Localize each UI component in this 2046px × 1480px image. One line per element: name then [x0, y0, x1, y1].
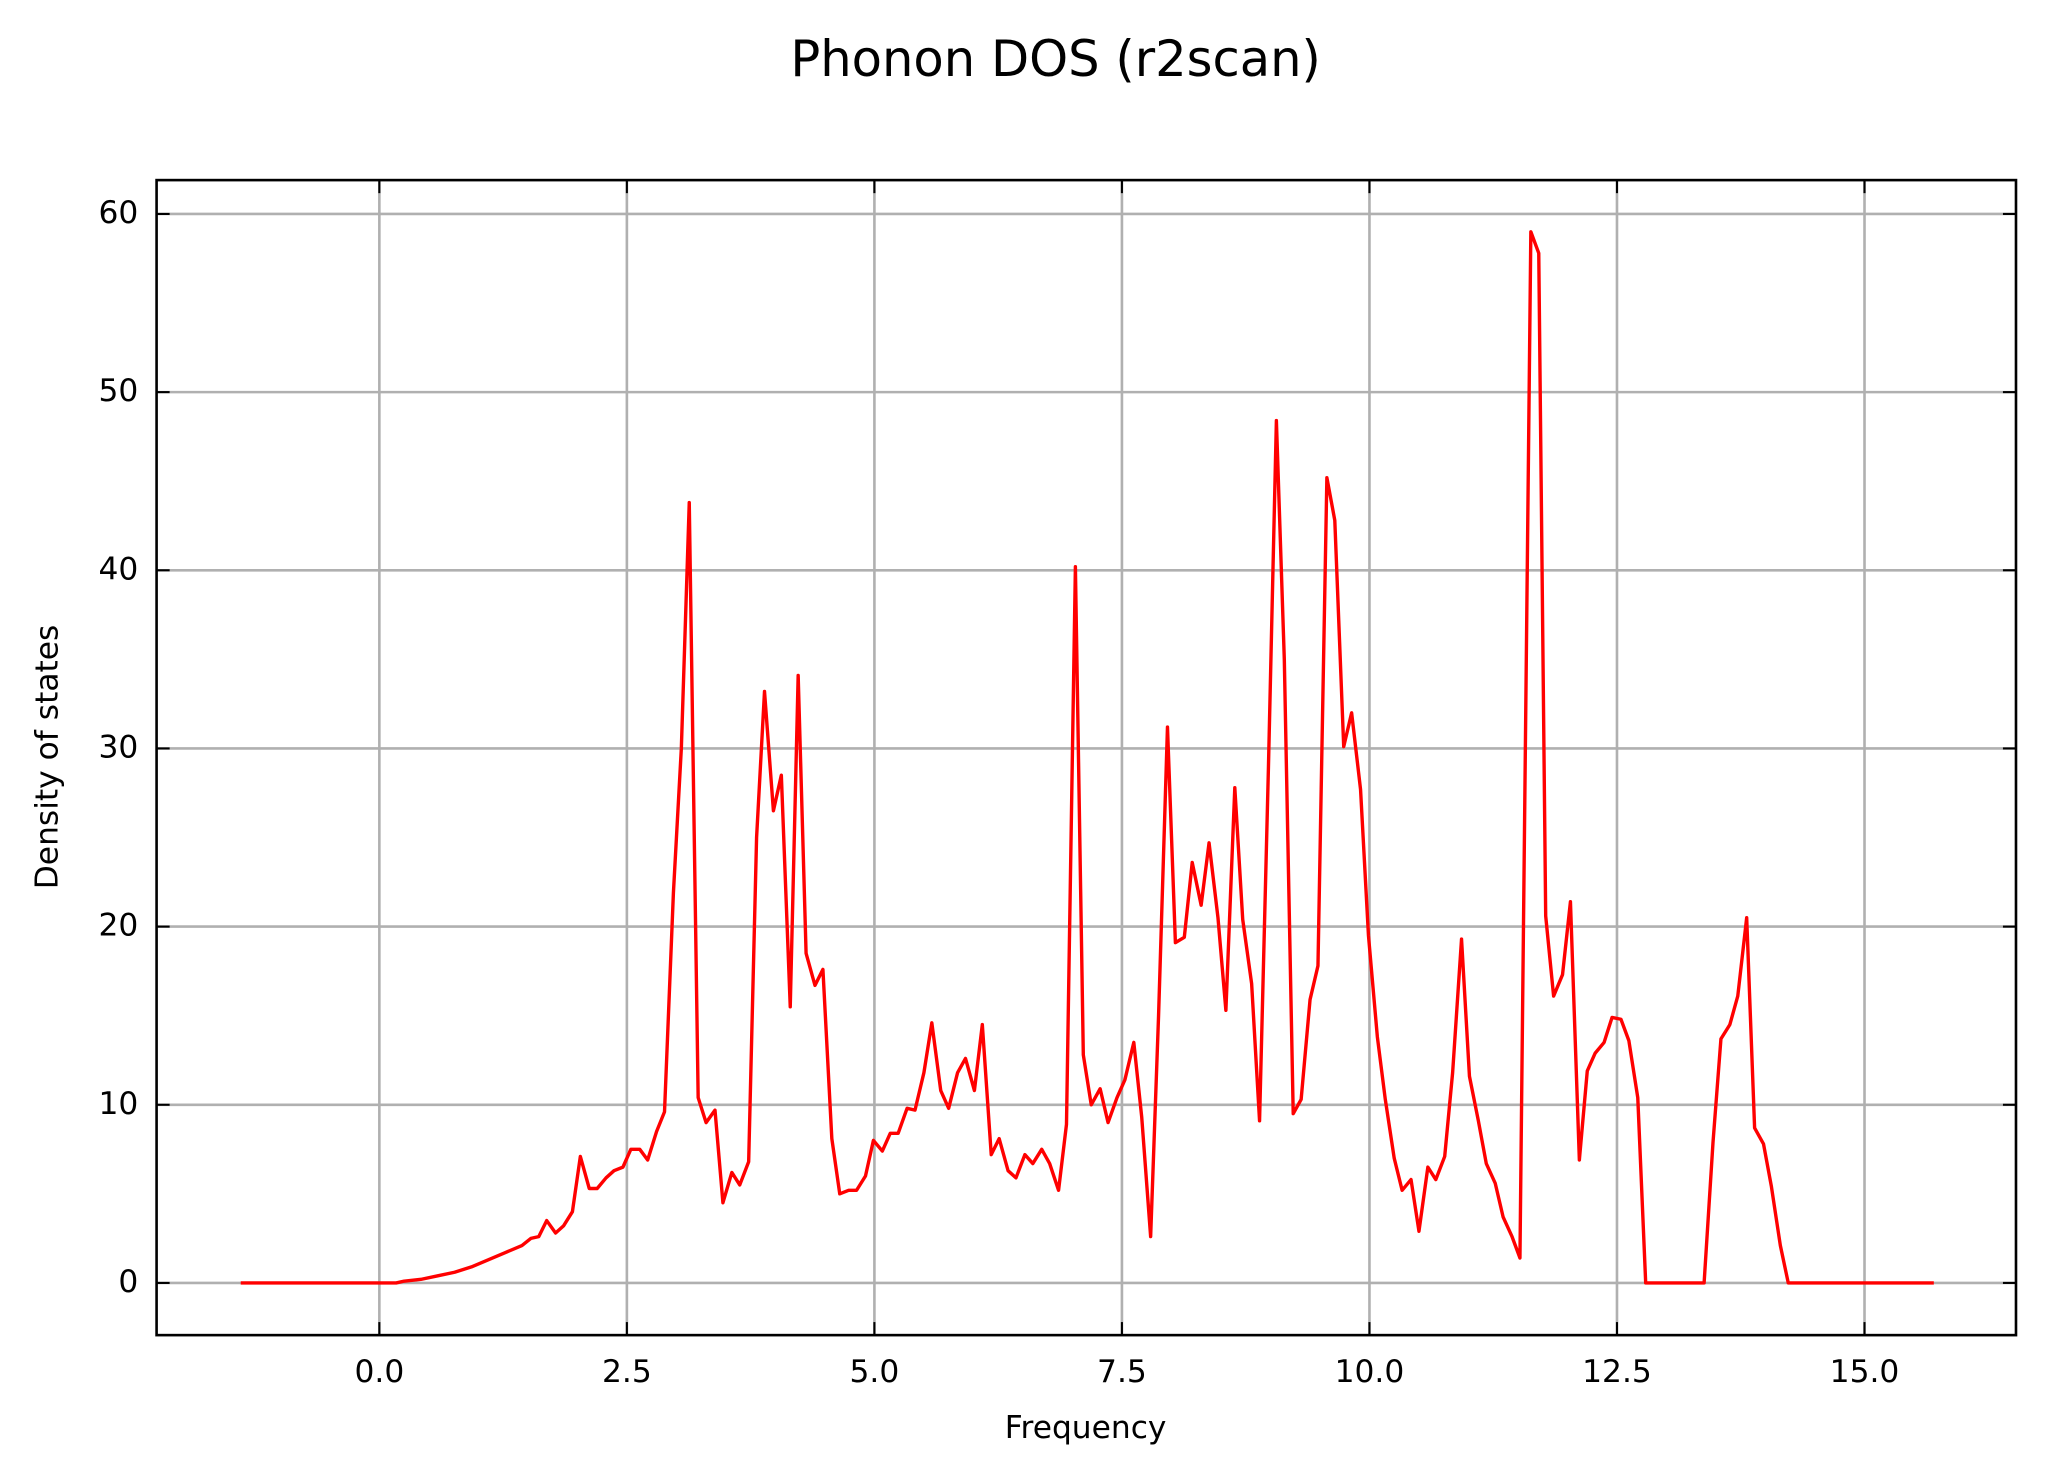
- y-tick-label: 50: [98, 373, 138, 409]
- x-tick-label: 0.0: [354, 1354, 404, 1390]
- chart-title: Phonon DOS (r2scan): [790, 30, 1320, 88]
- x-tick-label: 15.0: [1830, 1354, 1900, 1390]
- y-tick-label: 0: [118, 1264, 138, 1300]
- y-tick-label: 20: [98, 908, 138, 944]
- x-tick-label: 7.5: [1097, 1354, 1147, 1390]
- y-tick-label: 10: [98, 1086, 138, 1122]
- y-tick-label: 40: [98, 551, 138, 587]
- x-tick-label: 12.5: [1582, 1354, 1652, 1390]
- y-tick-label: 30: [98, 729, 138, 765]
- x-axis-label: Frequency: [1005, 1410, 1167, 1446]
- plot-frame: [155, 178, 2018, 1337]
- x-tick-label: 10.0: [1335, 1354, 1405, 1390]
- y-axis-label: Density of states: [29, 625, 65, 890]
- y-tick-label: 60: [98, 195, 138, 231]
- x-tick-label: 2.5: [602, 1354, 652, 1390]
- x-tick-label: 5.0: [850, 1354, 900, 1390]
- data-line: [240, 230, 1934, 1285]
